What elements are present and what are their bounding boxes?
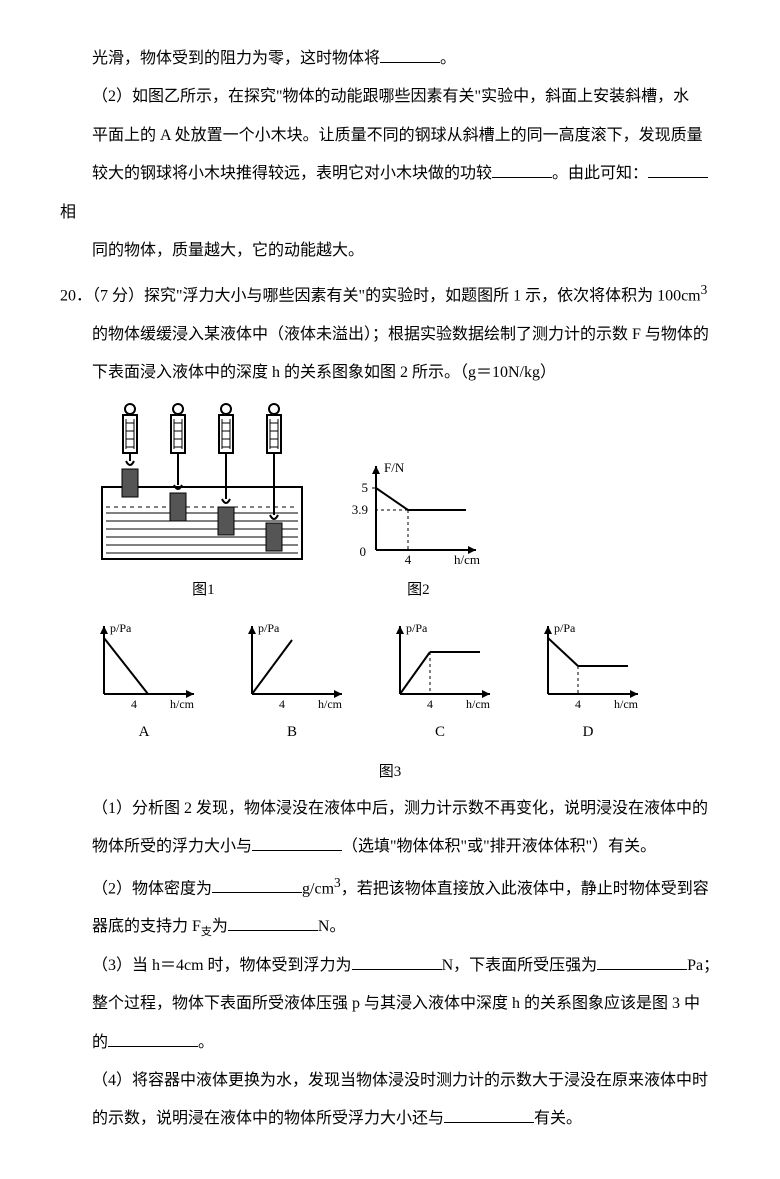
svg-text:0: 0 bbox=[360, 544, 367, 559]
svg-text:4: 4 bbox=[279, 697, 285, 710]
svg-text:4: 4 bbox=[405, 552, 412, 567]
blank-20-1[interactable] bbox=[252, 834, 342, 851]
svg-text:4: 4 bbox=[575, 697, 581, 710]
q20-p2a: （2）物体密度为g/cm3，若把该物体直接放入此液体中，静止时物体受到容 bbox=[60, 867, 720, 909]
svg-text:p/Pa: p/Pa bbox=[406, 621, 428, 635]
svg-text:F/N: F/N bbox=[384, 460, 405, 475]
svg-text:5: 5 bbox=[362, 480, 369, 495]
q20-p4a: （4）将容器中液体更换为水，发现当物体浸没时测力计的示数大于浸没在原来液体中时 bbox=[60, 1062, 720, 1100]
q20-p3c: 的。 bbox=[60, 1024, 720, 1062]
blank-20-2[interactable] bbox=[212, 876, 302, 893]
figure-1: 图1 bbox=[98, 403, 308, 608]
svg-text:h/cm: h/cm bbox=[614, 697, 639, 710]
figure-3-row: p/Pa h/cm 4 A p/Pa h/cm 4 B p/Pa h/cm 4 bbox=[84, 620, 720, 750]
q20-p1a: （1）分析图 2 发现，物体浸没在液体中后，测力计示数不再变化，说明浸没在液体中… bbox=[60, 790, 720, 828]
blank-19-2[interactable] bbox=[492, 161, 552, 178]
svg-text:p/Pa: p/Pa bbox=[110, 621, 132, 635]
svg-text:3.9: 3.9 bbox=[352, 502, 368, 517]
svg-text:h/cm: h/cm bbox=[170, 697, 195, 710]
svg-text:h/cm: h/cm bbox=[466, 697, 491, 710]
blank-20-3[interactable] bbox=[228, 914, 318, 931]
svg-text:h/cm: h/cm bbox=[318, 697, 343, 710]
svg-text:4: 4 bbox=[131, 697, 137, 710]
q19-line4: 较大的钢球将小木块推得较远，表明它对小木块做的功较。由此可知：相 bbox=[60, 155, 720, 232]
q20-p1b: 物体所受的浮力大小与（选填"物体体积"或"排开液体体积"）有关。 bbox=[60, 828, 720, 866]
blank-19-1[interactable] bbox=[380, 46, 440, 63]
q20-stem: 20．（7 分）探究"浮力大小与哪些因素有关"的实验时，如题图所 1 示，依次将… bbox=[60, 274, 720, 393]
svg-text:p/Pa: p/Pa bbox=[554, 621, 576, 635]
q19-line1: 光滑，物体受到的阻力为零，这时物体将。 bbox=[60, 40, 720, 78]
q19-line2: （2）如图乙所示，在探究"物体的动能跟哪些因素有关"实验中，斜面上安装斜槽，水 bbox=[60, 78, 720, 116]
fig1-label: 图1 bbox=[98, 572, 308, 608]
q20-p4b: 的示数，说明浸在液体中的物体所受浮力大小还与有关。 bbox=[60, 1100, 720, 1138]
q19-line3: 平面上的 A 处放置一个小木块。让质量不同的钢球从斜槽上的同一高度滚下，发现质量 bbox=[60, 117, 720, 155]
blank-20-5[interactable] bbox=[597, 953, 687, 970]
q19-line5: 同的物体，质量越大，它的动能越大。 bbox=[60, 232, 720, 270]
blank-20-6[interactable] bbox=[108, 1030, 198, 1047]
q20-p3a: （3）当 h＝4cm 时，物体受到浮力为N，下表面所受压强为Pa； bbox=[60, 947, 720, 985]
svg-text:h/cm: h/cm bbox=[454, 552, 480, 567]
svg-text:4: 4 bbox=[427, 697, 433, 710]
svg-text:p/Pa: p/Pa bbox=[258, 621, 280, 635]
q20-p3b: 整个过程，物体下表面所受液体压强 p 与其浸入液体中深度 h 的关系图象应该是图… bbox=[60, 985, 720, 1023]
figure-2: F/N h/cm 0 5 3.9 4 图2 bbox=[348, 458, 488, 608]
fig2-label: 图2 bbox=[348, 572, 488, 608]
q20-p2b: 器底的支持力 F支为N。 bbox=[60, 908, 720, 946]
fig3-label: 图3 bbox=[60, 754, 720, 790]
blank-19-3[interactable] bbox=[648, 161, 708, 178]
blank-20-4[interactable] bbox=[352, 953, 442, 970]
blank-20-7[interactable] bbox=[444, 1106, 534, 1123]
